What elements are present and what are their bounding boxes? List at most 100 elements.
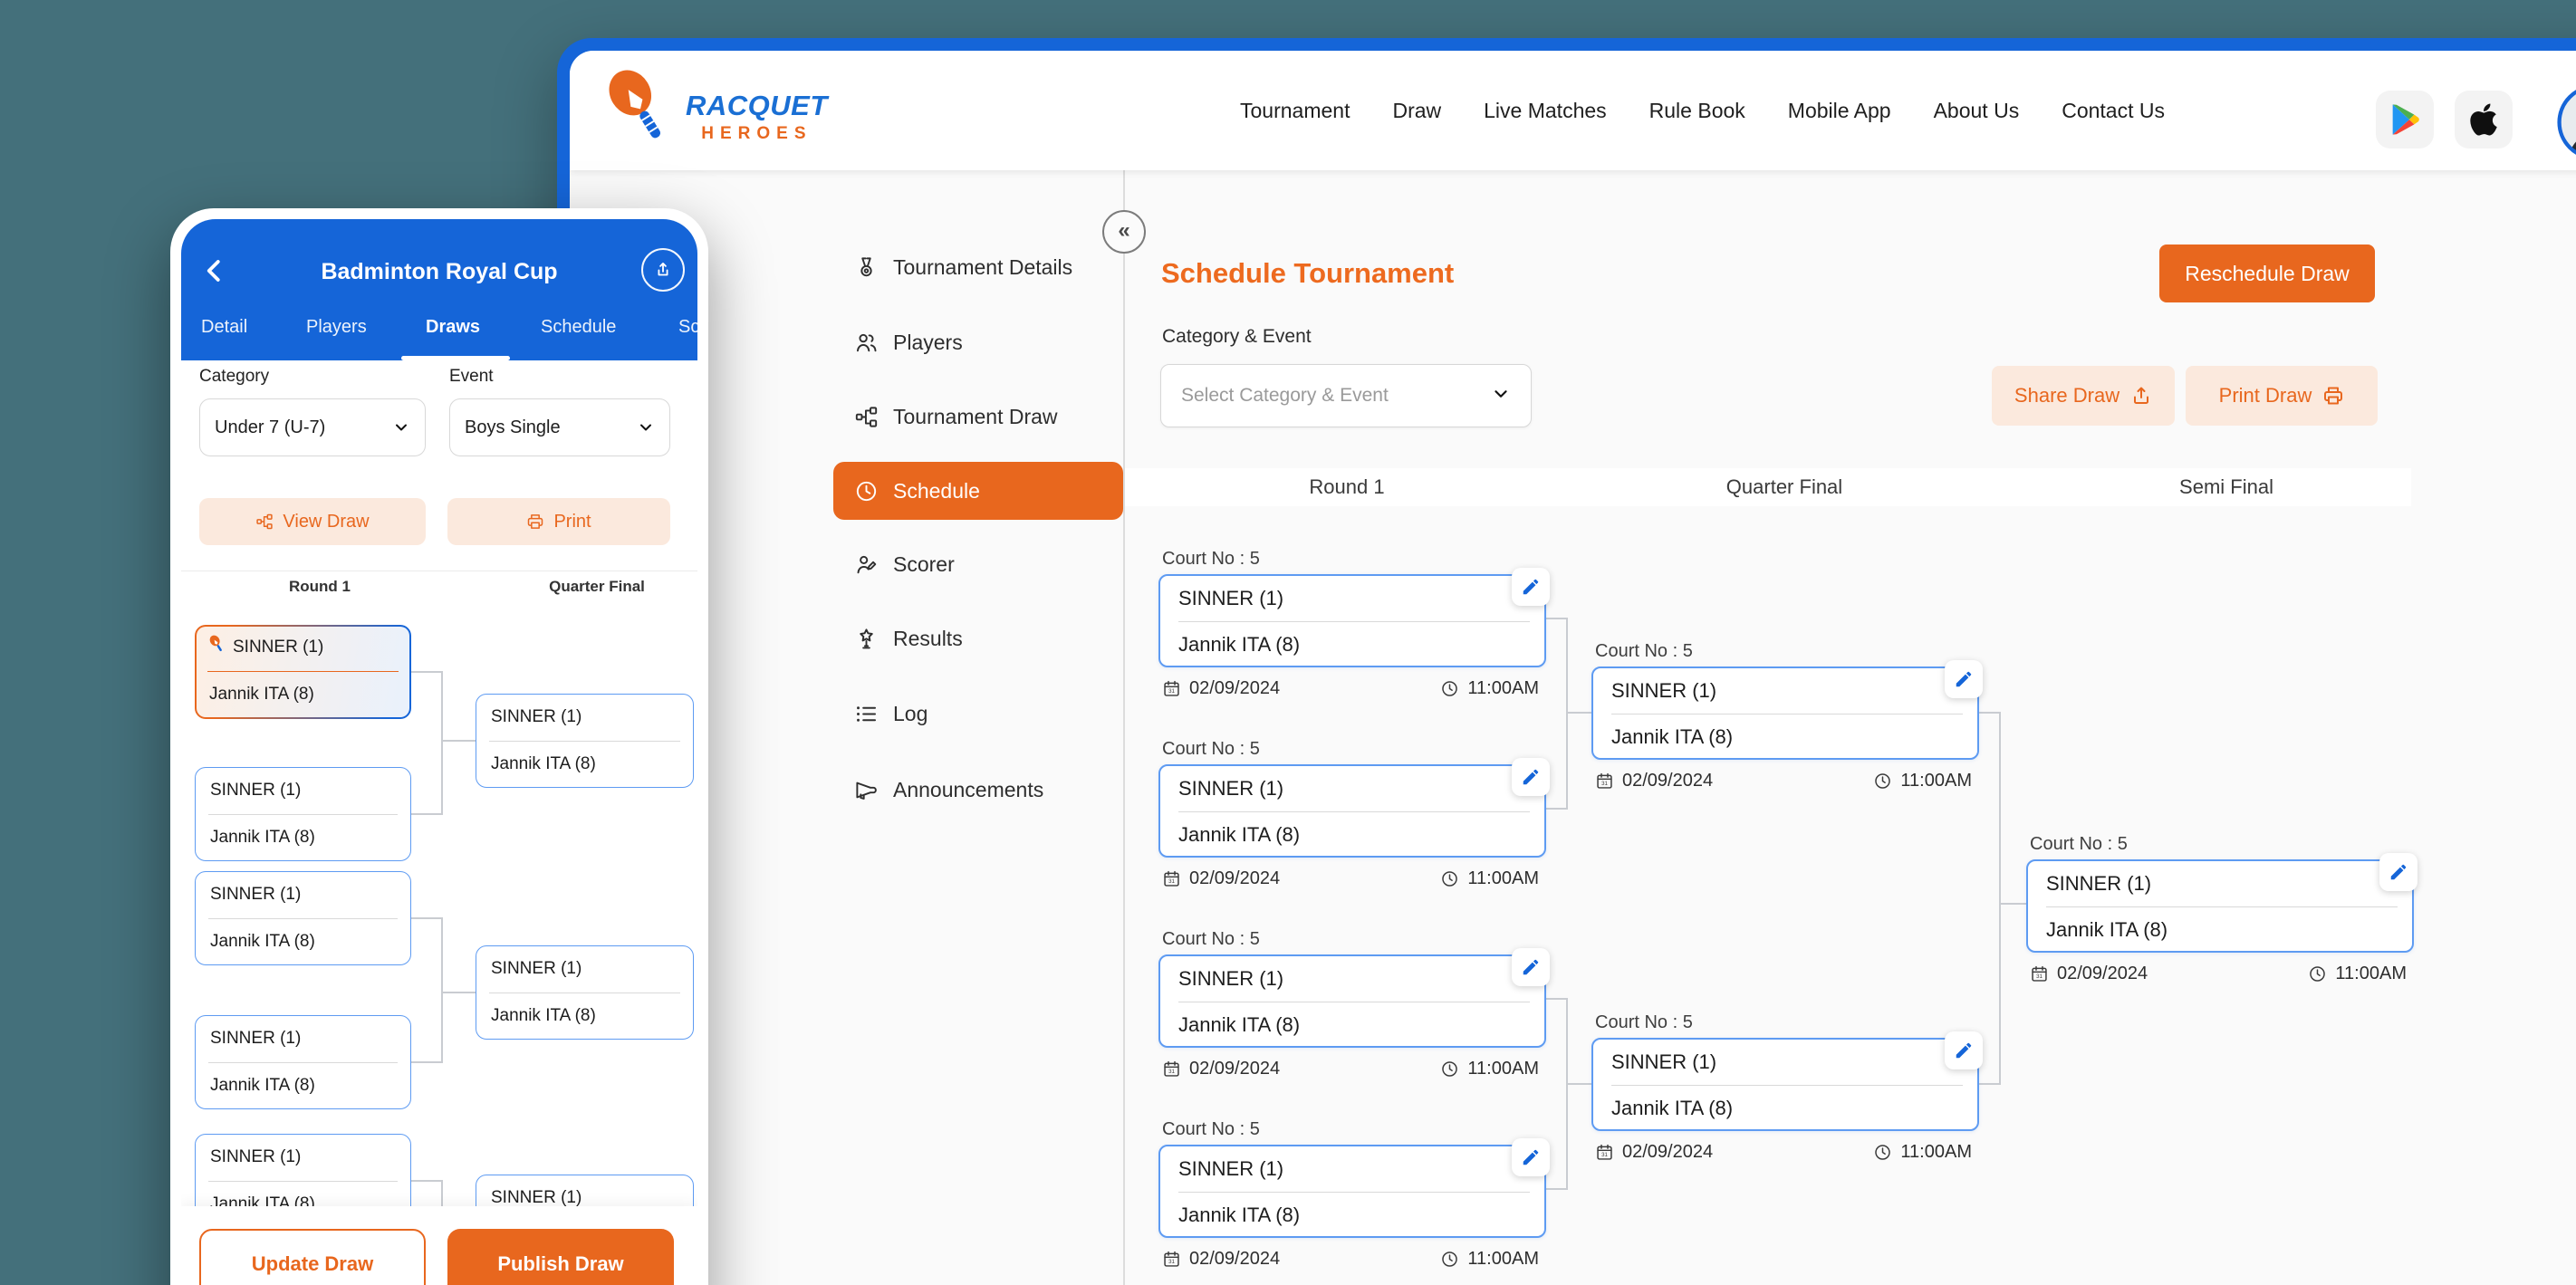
match-card[interactable]: SINNER (1) Jannik ITA (8) — [1158, 568, 1550, 667]
tab-scoreboard[interactable]: Sc — [678, 317, 697, 337]
tab-players[interactable]: Players — [306, 317, 367, 337]
category-event-select[interactable]: Select Category & Event — [1160, 364, 1532, 427]
bracket-connector — [1999, 903, 2026, 905]
sidebar-item-scorer[interactable]: Scorer — [833, 535, 1123, 593]
column-quarter-final: Quarter Final — [1725, 475, 1843, 498]
svg-text:31: 31 — [1168, 1259, 1175, 1265]
sidebar-item-tournament-details[interactable]: Tournament Details — [833, 238, 1123, 296]
player-divider — [208, 1062, 398, 1063]
share-draw-button[interactable]: Share Draw — [1992, 366, 2175, 426]
edit-match-button[interactable] — [1512, 1138, 1550, 1176]
bracket-connector — [1546, 1188, 1568, 1190]
edit-match-button[interactable] — [1945, 1031, 1983, 1069]
match-card[interactable]: SINNER (1) Jannik ITA (8) — [1158, 758, 1550, 858]
sidebar-collapse-button[interactable]: « — [1102, 210, 1146, 254]
player2: Jannik ITA (8) — [210, 828, 315, 847]
edit-match-button[interactable] — [2379, 853, 2417, 891]
match-card[interactable]: SINNER (1) Jannik ITA (8) — [195, 871, 411, 965]
court-label: Court No : 5 — [1162, 549, 1260, 569]
racquet-logo-icon — [606, 65, 677, 160]
chevron-down-icon — [640, 424, 651, 431]
tab-draws[interactable]: Draws — [426, 317, 481, 337]
sidebar-item-schedule[interactable]: Schedule — [833, 462, 1123, 520]
sidebar-item-announcements[interactable]: Announcements — [833, 761, 1123, 819]
nav-mobile-app[interactable]: Mobile App — [1787, 98, 1891, 122]
player-divider — [489, 741, 680, 742]
svg-text:31: 31 — [1168, 878, 1175, 885]
match-card[interactable]: SINNER (1) Jannik ITA (8) — [476, 694, 694, 788]
player-divider — [208, 918, 398, 919]
svg-text:31: 31 — [1168, 1069, 1175, 1075]
match-card[interactable]: SINNER (1) Jannik ITA (8) — [1591, 1031, 1983, 1131]
sidebar-item-label: Log — [893, 701, 928, 725]
edit-match-button[interactable] — [1512, 568, 1550, 606]
back-chevron-icon[interactable] — [196, 255, 228, 288]
calendar-icon: 31 — [1164, 1060, 1179, 1077]
edit-match-button[interactable] — [1945, 660, 1983, 698]
match-card[interactable]: SINNER (1) Jannik ITA (8) — [195, 767, 411, 861]
match-card[interactable]: SINNER (1) Jannik ITA (8) — [1158, 948, 1550, 1048]
player1: SINNER (1) — [1611, 1050, 1717, 1073]
main-nav: Tournament Draw Live Matches Rule Book M… — [1240, 51, 2165, 170]
edit-match-button[interactable] — [1512, 948, 1550, 986]
category-select[interactable]: Under 7 (U-7) — [199, 398, 426, 456]
match-card[interactable]: SINNER (1) Jannik ITA (8) — [2026, 853, 2417, 953]
view-draw-button[interactable]: View Draw — [199, 498, 426, 545]
share-icon[interactable] — [641, 248, 685, 292]
update-draw-button[interactable]: Update Draw — [199, 1229, 426, 1285]
nav-tournament[interactable]: Tournament — [1240, 98, 1350, 122]
desktop-window-content: RACQUET HEROES Tournament Draw Live Matc… — [570, 51, 2576, 1285]
player2: Jannik ITA (8) — [1178, 633, 1301, 656]
sidebar-item-tournament-draw[interactable]: Tournament Draw — [833, 388, 1123, 446]
calendar-icon: 31 — [1164, 680, 1179, 696]
column-round1: Round 1 — [1309, 475, 1385, 498]
round-columns-header: Round 1 Quarter Final Semi Final — [1125, 468, 2411, 506]
match-date: 02/09/2024 — [1189, 868, 1281, 888]
sidebar-item-log[interactable]: Log — [833, 685, 1123, 743]
reschedule-draw-button[interactable]: Reschedule Draw — [2159, 245, 2375, 302]
column-quarter-final: Quarter Final — [549, 578, 645, 595]
match-card[interactable]: SINNER (1) Jannik ITA (8) — [476, 945, 694, 1040]
time-icon — [1442, 681, 1458, 696]
print-button[interactable]: Print — [447, 498, 670, 545]
event-label: Event — [449, 367, 494, 386]
user-avatar[interactable] — [2556, 83, 2576, 161]
chevron-down-icon — [396, 424, 407, 431]
bracket-connector — [1546, 998, 1568, 1000]
svg-text:31: 31 — [2036, 973, 2043, 980]
match-date: 02/09/2024 — [1189, 1249, 1281, 1269]
google-play-icon[interactable] — [2376, 91, 2434, 149]
player1: SINNER (1) — [210, 885, 302, 904]
match-card[interactable]: SINNER (1) Jannik ITA (8) — [195, 1015, 411, 1109]
mobile-header: Badminton Royal Cup Detail Players Draws… — [181, 219, 697, 360]
nav-rule-book[interactable]: Rule Book — [1648, 98, 1745, 122]
nav-contact-us[interactable]: Contact Us — [2062, 98, 2165, 122]
player1: SINNER (1) — [1611, 679, 1717, 702]
match-date: 02/09/2024 — [2057, 964, 2148, 983]
tab-schedule[interactable]: Schedule — [541, 317, 617, 337]
match-card[interactable]: SINNER (1) Jannik ITA (8) — [1158, 1138, 1550, 1238]
match-date: 02/09/2024 — [1622, 1142, 1714, 1162]
match-card-highlighted[interactable]: SINNER (1) Jannik ITA (8) — [195, 625, 411, 719]
print-draw-button[interactable]: Print Draw — [2186, 366, 2378, 426]
match-group-sf-1: Court No : 5 SINNER (1) Jannik ITA (8) 3… — [2026, 834, 2417, 984]
tab-detail[interactable]: Detail — [201, 317, 248, 337]
player1: SINNER (1) — [210, 781, 302, 800]
player1: SINNER (1) — [1178, 777, 1284, 800]
event-select[interactable]: Boys Single — [449, 398, 670, 456]
sidebar-item-players[interactable]: Players — [833, 313, 1123, 371]
sidebar-item-results[interactable]: Results — [833, 609, 1123, 667]
sidebar-item-label: Players — [893, 330, 963, 354]
nav-draw[interactable]: Draw — [1392, 98, 1442, 122]
court-label: Court No : 5 — [1162, 929, 1260, 949]
player2: Jannik ITA (8) — [209, 685, 314, 704]
bracket-connector — [1566, 618, 1568, 810]
match-card[interactable]: SINNER (1) Jannik ITA (8) — [1591, 660, 1983, 760]
nav-about-us[interactable]: About Us — [1933, 98, 2020, 122]
player1: SINNER (1) — [210, 1029, 302, 1048]
player2: Jannik ITA (8) — [1611, 1097, 1734, 1119]
edit-match-button[interactable] — [1512, 758, 1550, 796]
apple-icon[interactable] — [2455, 91, 2513, 149]
publish-draw-button[interactable]: Publish Draw — [447, 1229, 674, 1285]
nav-live-matches[interactable]: Live Matches — [1484, 98, 1607, 122]
